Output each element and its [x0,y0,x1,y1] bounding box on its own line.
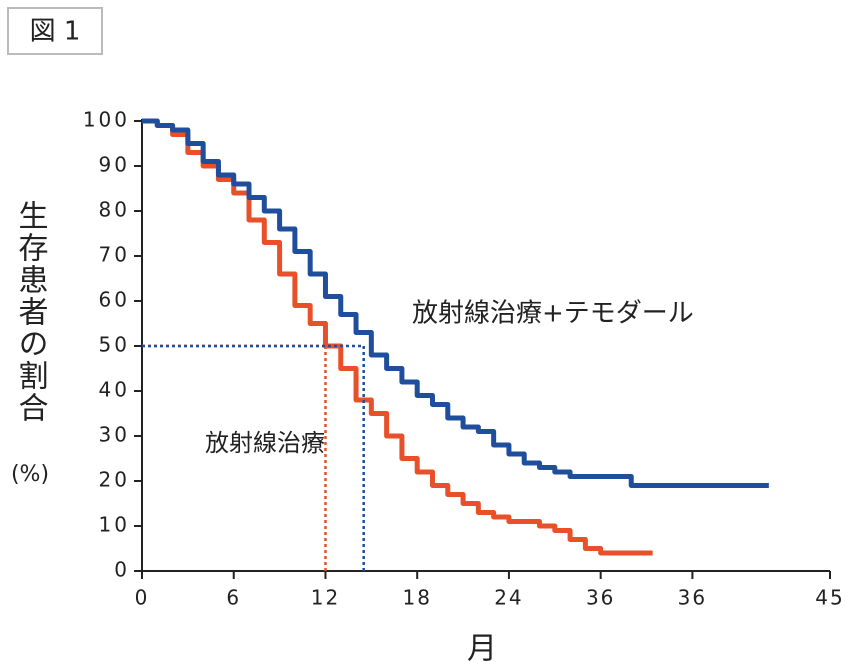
survival-curve [142,118,769,488]
series-label: 放射線治療+テモダール [412,299,694,329]
series-label: 放射線治療 [205,429,325,457]
x-tick-label: 36 [586,586,615,610]
y-tick-label: 100 [83,108,130,132]
y-tick-label: 60 [99,288,130,312]
y-tick-label: 0 [114,558,130,582]
x-tick-label: 36 [678,586,707,610]
survival-curve [142,118,653,556]
y-tick-label: 70 [99,243,130,267]
y-tick-label: 50 [99,333,130,357]
x-tick-label: 18 [402,586,431,610]
x-axis-label: 月 [467,632,497,667]
x-tick-label: 6 [226,586,241,610]
y-tick-label: 20 [99,468,130,492]
x-tick-label: 12 [311,586,340,610]
y-tick-label: 10 [99,513,130,537]
x-tick-label: 45 [815,586,844,610]
x-tick-label: 24 [494,586,523,610]
y-tick-label: 90 [99,153,130,177]
y-axis-label: 生存患者の割合 [13,200,49,424]
y-tick-label: 30 [99,423,130,447]
figure-label: 図 1 [30,17,81,47]
figure-label-box [7,7,103,55]
y-axis-unit: (%) [11,462,49,487]
y-tick-label: 80 [99,198,130,222]
y-tick-label: 40 [99,378,130,402]
x-tick-label: 0 [135,586,150,610]
